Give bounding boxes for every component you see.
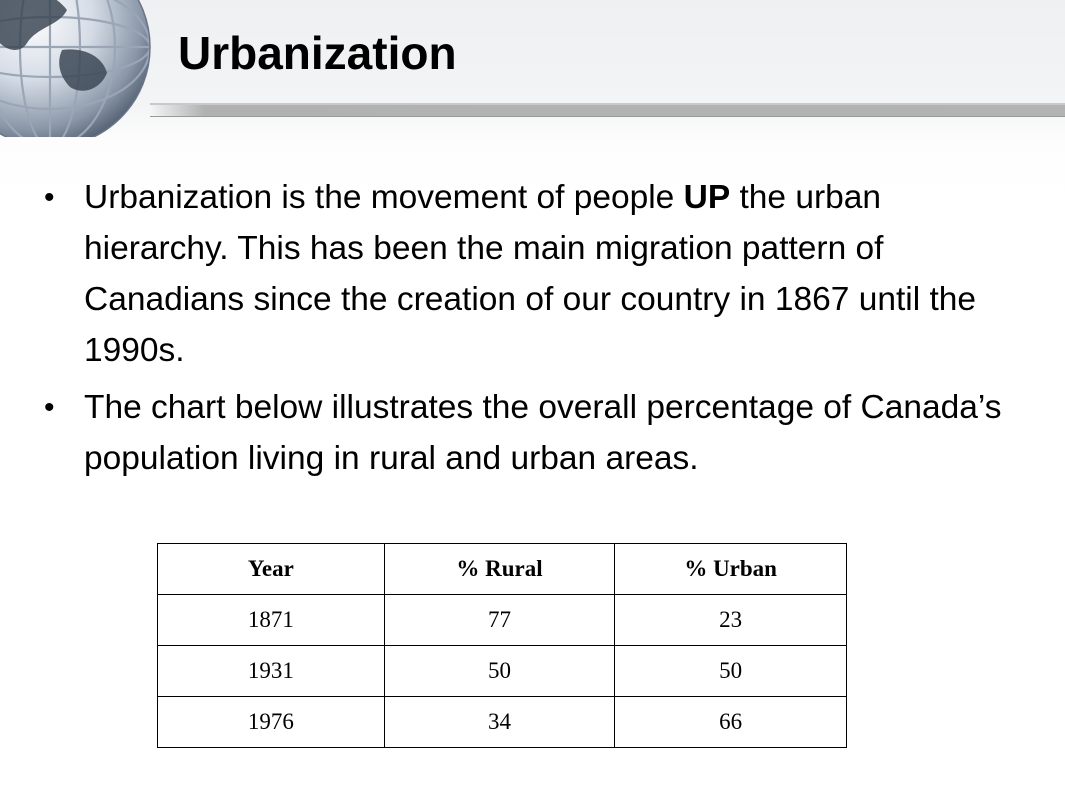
bullet-list: • Urbanization is the movement of people…: [42, 172, 1032, 490]
bullet-text: Urbanization is the movement of people: [84, 179, 684, 216]
cell-rural: 77: [383, 594, 616, 646]
bullet-emphasis: UP: [683, 179, 731, 216]
population-table: Year % Rural % Urban 1871 77 23 1931 50 …: [157, 543, 847, 748]
cell-urban: 66: [614, 696, 847, 748]
cell-urban: 50: [614, 645, 847, 697]
bullet-text: the urban hierarchy. This has been the m…: [84, 179, 977, 369]
bullet-item-chart-description: • The chart below illustrates the overal…: [42, 382, 1032, 484]
header-year: Year: [157, 543, 385, 595]
cell-urban: 23: [614, 594, 847, 646]
cell-year: 1976: [157, 696, 385, 748]
bullet-marker: •: [44, 181, 55, 214]
cell-rural: 50: [383, 645, 616, 697]
table-row: 1976 34 66: [157, 696, 847, 748]
table-row: 1931 50 50: [157, 645, 847, 697]
cell-year: 1871: [157, 594, 385, 646]
header-rural: % Rural: [383, 543, 616, 595]
cell-rural: 34: [383, 696, 616, 748]
bullet-item-urbanization-definition: • Urbanization is the movement of people…: [42, 172, 1032, 376]
header-urban: % Urban: [614, 543, 847, 595]
cell-year: 1931: [157, 645, 385, 697]
slide-title: Urbanization: [178, 27, 457, 79]
bullet-text: The chart below illustrates the overall …: [84, 389, 1002, 477]
table-row: 1871 77 23: [157, 594, 847, 646]
globe-icon: [0, 0, 151, 137]
table-header-row: Year % Rural % Urban: [157, 543, 847, 595]
title-divider: [150, 103, 1065, 117]
bullet-marker: •: [44, 391, 55, 424]
